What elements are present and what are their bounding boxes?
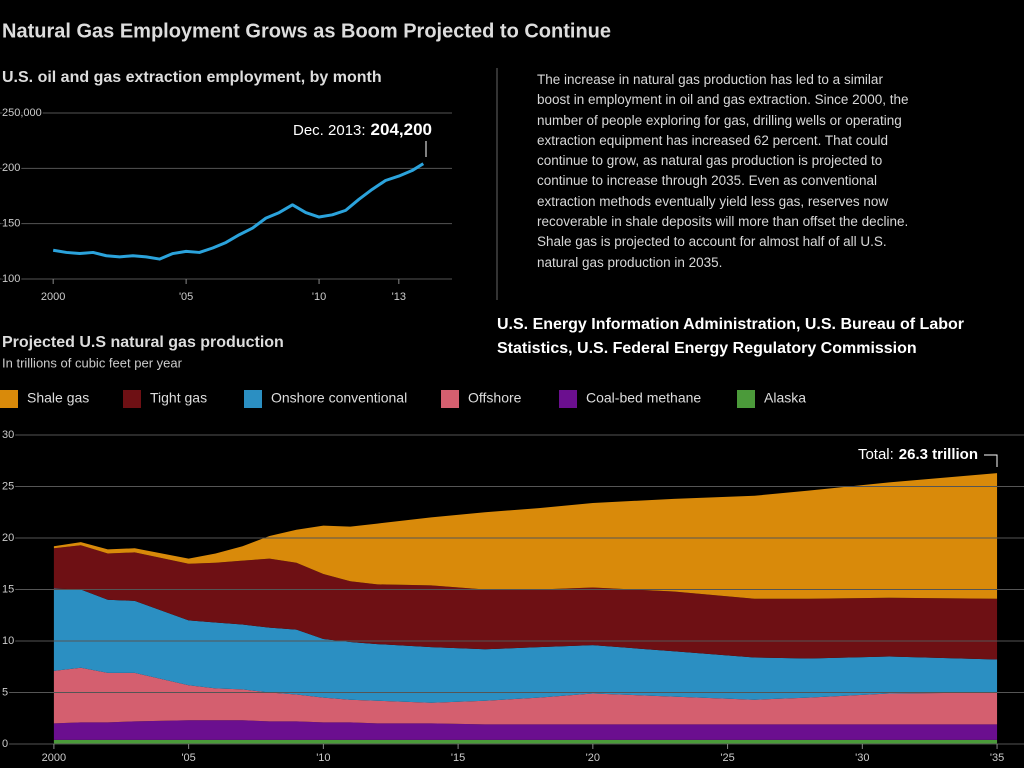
line bbox=[52, 162, 425, 261]
legend-swatch bbox=[559, 390, 577, 408]
legend-swatch bbox=[244, 390, 262, 408]
annotation-pointer bbox=[984, 454, 998, 467]
x-tick-label: '13 bbox=[392, 291, 406, 303]
x-tick-label: '35 bbox=[990, 752, 1004, 764]
page-title: Natural Gas Employment Grows as Boom Pro… bbox=[2, 20, 611, 42]
x-tick-label: '05 bbox=[179, 291, 193, 303]
legend-label: Coal-bed methane bbox=[586, 390, 701, 406]
x-tick-label: '25 bbox=[720, 752, 734, 764]
y-tick-label: 30 bbox=[2, 429, 14, 441]
x-tick-label: '15 bbox=[451, 752, 465, 764]
x-tick-label: '10 bbox=[316, 752, 330, 764]
y-tick-label: 200 bbox=[2, 162, 20, 174]
x-tick-label: 2000 bbox=[42, 752, 66, 764]
legend-label: Offshore bbox=[468, 390, 522, 406]
annotation: Dec. 2013: 204,200 bbox=[293, 120, 432, 139]
y-tick-label: 20 bbox=[2, 532, 14, 544]
legend-swatch bbox=[0, 390, 18, 408]
annotation-value: 26.3 trillion bbox=[899, 446, 978, 463]
legend-label: Shale gas bbox=[27, 390, 89, 406]
chart-title: Projected U.S natural gas production bbox=[2, 334, 284, 351]
area bbox=[53, 720, 998, 740]
area bbox=[53, 588, 998, 703]
legend-label: Onshore conventional bbox=[271, 390, 407, 406]
y-tick-label: 100 bbox=[2, 273, 20, 285]
source: U.S. Energy Information Administration, … bbox=[497, 316, 964, 357]
legend-label: Alaska bbox=[764, 390, 806, 406]
legend-swatch bbox=[441, 390, 459, 408]
y-tick-label: 15 bbox=[2, 583, 14, 595]
legend-swatch bbox=[737, 390, 755, 408]
x-tick-label: '10 bbox=[312, 291, 326, 303]
area bbox=[53, 739, 998, 744]
x-tick-label: '30 bbox=[855, 752, 869, 764]
y-tick-label: 25 bbox=[2, 480, 14, 492]
legend-label: Tight gas bbox=[150, 390, 207, 406]
chart-subtitle: In trillions of cubic feet per year bbox=[2, 355, 183, 370]
area bbox=[53, 473, 998, 599]
legend-swatch bbox=[123, 390, 141, 408]
annotation-value: 204,200 bbox=[371, 120, 432, 139]
area bbox=[53, 667, 998, 725]
annotation-label: Dec. 2013: bbox=[293, 122, 366, 139]
annotation: Total: 26.3 trillion bbox=[858, 446, 978, 463]
x-tick-label: 2000 bbox=[41, 291, 65, 303]
y-tick-label: 0 bbox=[2, 738, 8, 750]
x-tick-label: '05 bbox=[181, 752, 195, 764]
y-tick-label: 250,000 bbox=[2, 107, 42, 119]
y-tick-label: 5 bbox=[2, 686, 8, 698]
chart-title: U.S. oil and gas extraction employment, … bbox=[2, 69, 382, 86]
annotation-label: Total: bbox=[858, 446, 894, 463]
description: The increase in natural gas production h… bbox=[537, 72, 909, 270]
y-tick-label: 150 bbox=[2, 218, 20, 230]
y-tick-label: 10 bbox=[2, 635, 14, 647]
x-tick-label: '20 bbox=[586, 752, 600, 764]
area bbox=[53, 545, 998, 660]
